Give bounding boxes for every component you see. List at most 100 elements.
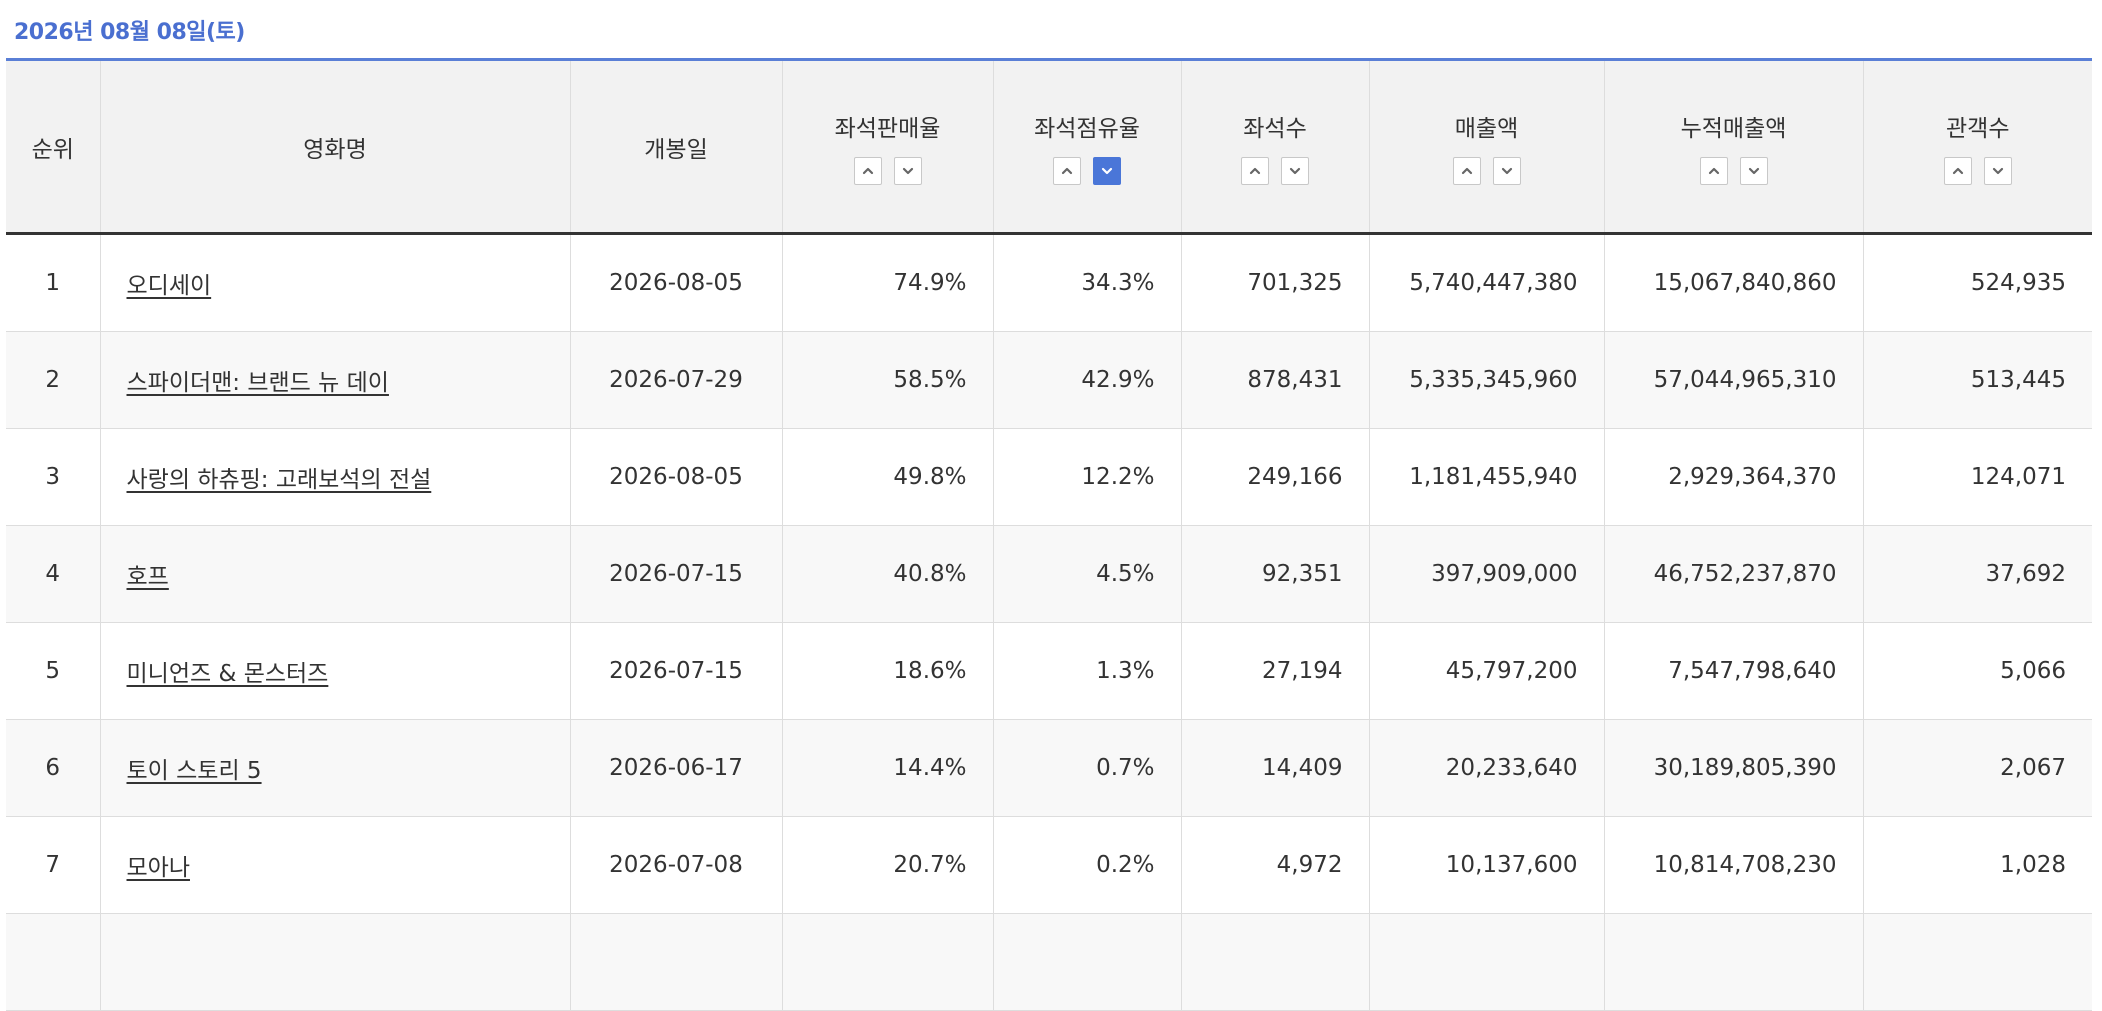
movie-title-link[interactable]: 미니언즈 & 몬스터즈 xyxy=(126,661,329,687)
header-seats: 좌석수 xyxy=(1180,61,1369,235)
chevron-down-icon xyxy=(1101,167,1113,174)
cell-seat-sales-rate: 40.8% xyxy=(781,525,993,623)
cell-seat-sales-rate: 49.8% xyxy=(781,428,993,526)
cell-rank: 3 xyxy=(6,428,100,526)
sort-ascending-button[interactable] xyxy=(1053,156,1081,185)
chevron-up-icon xyxy=(1461,167,1472,174)
cell-seat-sales-rate xyxy=(781,913,993,1011)
cell-revenue xyxy=(1368,913,1604,1011)
sort-descending-button[interactable] xyxy=(1983,156,2012,185)
cell-seat-share: 4.5% xyxy=(992,525,1181,623)
cell-cumulative-revenue: 7,547,798,640 xyxy=(1603,622,1863,720)
cell-revenue: 5,740,447,380 xyxy=(1368,233,1604,332)
cell-title: 오디세이 xyxy=(99,233,570,332)
movie-title-link[interactable]: 오디세이 xyxy=(126,273,212,299)
table-row: 5 미니언즈 & 몬스터즈 2026-07-15 18.6% 1.3% 27,194 45,… xyxy=(6,622,2092,720)
cell-rank: 7 xyxy=(6,816,100,914)
cell-revenue: 397,909,000 xyxy=(1368,525,1604,623)
sort-descending-button[interactable] xyxy=(1739,156,1768,185)
sort-descending-button[interactable] xyxy=(1492,156,1521,185)
sort-ascending-button[interactable] xyxy=(1241,156,1269,185)
cell-seat-share xyxy=(992,913,1181,1011)
header-open-date: 개봉일 xyxy=(569,61,782,235)
chevron-up-icon xyxy=(1249,167,1261,174)
cell-seats: 27,194 xyxy=(1180,622,1369,720)
header-label: 누적매출액 xyxy=(1680,115,1787,142)
cell-title: 사랑의 하츄핑: 고래보석의 전설 xyxy=(99,428,570,526)
header-title: 영화명 xyxy=(99,61,570,235)
cell-rank: 5 xyxy=(6,622,100,720)
sort-descending-button[interactable] xyxy=(1093,156,1121,185)
header-label: 좌석판매율 xyxy=(834,115,941,142)
header-divider xyxy=(6,58,2092,61)
sort-descending-button[interactable] xyxy=(893,156,922,185)
chevron-up-icon xyxy=(862,167,873,174)
sort-controls xyxy=(853,156,922,185)
boxoffice-table: 순위 영화명 개봉일 좌석판매율 좌석점유율 좌석수 매출액 누적매출액 관객수… xyxy=(6,61,2092,1011)
sort-controls xyxy=(1699,156,1768,185)
cell-audience: 513,445 xyxy=(1862,331,2092,429)
cell-seat-share: 42.9% xyxy=(992,331,1181,429)
sort-ascending-button[interactable] xyxy=(1943,156,1972,185)
cell-seat-share: 34.3% xyxy=(992,233,1181,332)
cell-cumulative-revenue: 10,814,708,230 xyxy=(1603,816,1863,914)
table-row: 2 스파이더맨: 브랜드 뉴 데이 2026-07-29 58.5% 42.9% 878,… xyxy=(6,331,2092,429)
cell-rank: 1 xyxy=(6,233,100,332)
chevron-down-icon xyxy=(1748,167,1759,174)
cell-audience: 524,935 xyxy=(1862,233,2092,332)
cell-seats: 4,972 xyxy=(1180,816,1369,914)
chevron-up-icon xyxy=(1061,167,1073,174)
movie-title-link[interactable]: 모아나 xyxy=(126,855,190,881)
header-label: 영화명 xyxy=(303,136,367,163)
sort-ascending-button[interactable] xyxy=(1452,156,1481,185)
cell-title: 스파이더맨: 브랜드 뉴 데이 xyxy=(99,331,570,429)
cell-cumulative-revenue: 30,189,805,390 xyxy=(1603,719,1863,817)
cell-audience: 5,066 xyxy=(1862,622,2092,720)
cell-audience: 2,067 xyxy=(1862,719,2092,817)
cell-cumulative-revenue: 2,929,364,370 xyxy=(1603,428,1863,526)
sort-controls xyxy=(1241,156,1309,185)
cell-open-date: 2026-07-15 xyxy=(569,525,782,623)
sort-controls xyxy=(1943,156,2012,185)
cell-revenue: 10,137,600 xyxy=(1368,816,1604,914)
header-revenue: 매출액 xyxy=(1368,61,1604,235)
cell-seat-sales-rate: 18.6% xyxy=(781,622,993,720)
cell-title xyxy=(99,913,570,1011)
sort-ascending-button[interactable] xyxy=(1699,156,1728,185)
cell-audience: 124,071 xyxy=(1862,428,2092,526)
cell-rank: 4 xyxy=(6,525,100,623)
cell-open-date: 2026-07-29 xyxy=(569,331,782,429)
cell-open-date: 2026-07-15 xyxy=(569,622,782,720)
table-row: 3 사랑의 하츄핑: 고래보석의 전설 2026-08-05 49.8% 12.2% 24… xyxy=(6,428,2092,526)
cell-rank: 6 xyxy=(6,719,100,817)
header-audience: 관객수 xyxy=(1862,61,2092,235)
header-label: 개봉일 xyxy=(644,136,708,163)
cell-open-date: 2026-07-08 xyxy=(569,816,782,914)
sort-descending-button[interactable] xyxy=(1281,156,1309,185)
header-seat-share: 좌석점유율 xyxy=(992,61,1181,235)
cell-open-date: 2026-08-05 xyxy=(569,233,782,332)
sort-ascending-button[interactable] xyxy=(853,156,882,185)
cell-seats: 14,409 xyxy=(1180,719,1369,817)
table-header-row: 순위 영화명 개봉일 좌석판매율 좌석점유율 좌석수 매출액 누적매출액 관객수 xyxy=(6,61,2092,235)
chevron-down-icon xyxy=(1501,167,1512,174)
header-label: 좌석점유율 xyxy=(1034,115,1140,142)
movie-title-link[interactable]: 호프 xyxy=(126,564,169,590)
table-row: 7 모아나 2026-07-08 20.7% 0.2% 4,972 10,137,600 10… xyxy=(6,816,2092,914)
cell-seat-sales-rate: 58.5% xyxy=(781,331,993,429)
cell-seat-sales-rate: 20.7% xyxy=(781,816,993,914)
movie-title-link[interactable]: 토이 스토리 5 xyxy=(126,758,262,784)
cell-seat-share: 0.7% xyxy=(992,719,1181,817)
cell-rank: 2 xyxy=(6,331,100,429)
cell-open-date: 2026-06-17 xyxy=(569,719,782,817)
movie-title-link[interactable]: 스파이더맨: 브랜드 뉴 데이 xyxy=(126,370,389,396)
table-row xyxy=(6,913,2092,1011)
header-rank: 순위 xyxy=(6,61,100,235)
report-date: 2026년 08월 08일(토) xyxy=(14,20,245,45)
movie-title-link[interactable]: 사랑의 하츄핑: 고래보석의 전설 xyxy=(126,467,432,493)
cell-seats xyxy=(1180,913,1369,1011)
chevron-down-icon xyxy=(902,167,913,174)
cell-title: 모아나 xyxy=(99,816,570,914)
cell-open-date xyxy=(569,913,782,1011)
sort-controls xyxy=(1452,156,1521,185)
